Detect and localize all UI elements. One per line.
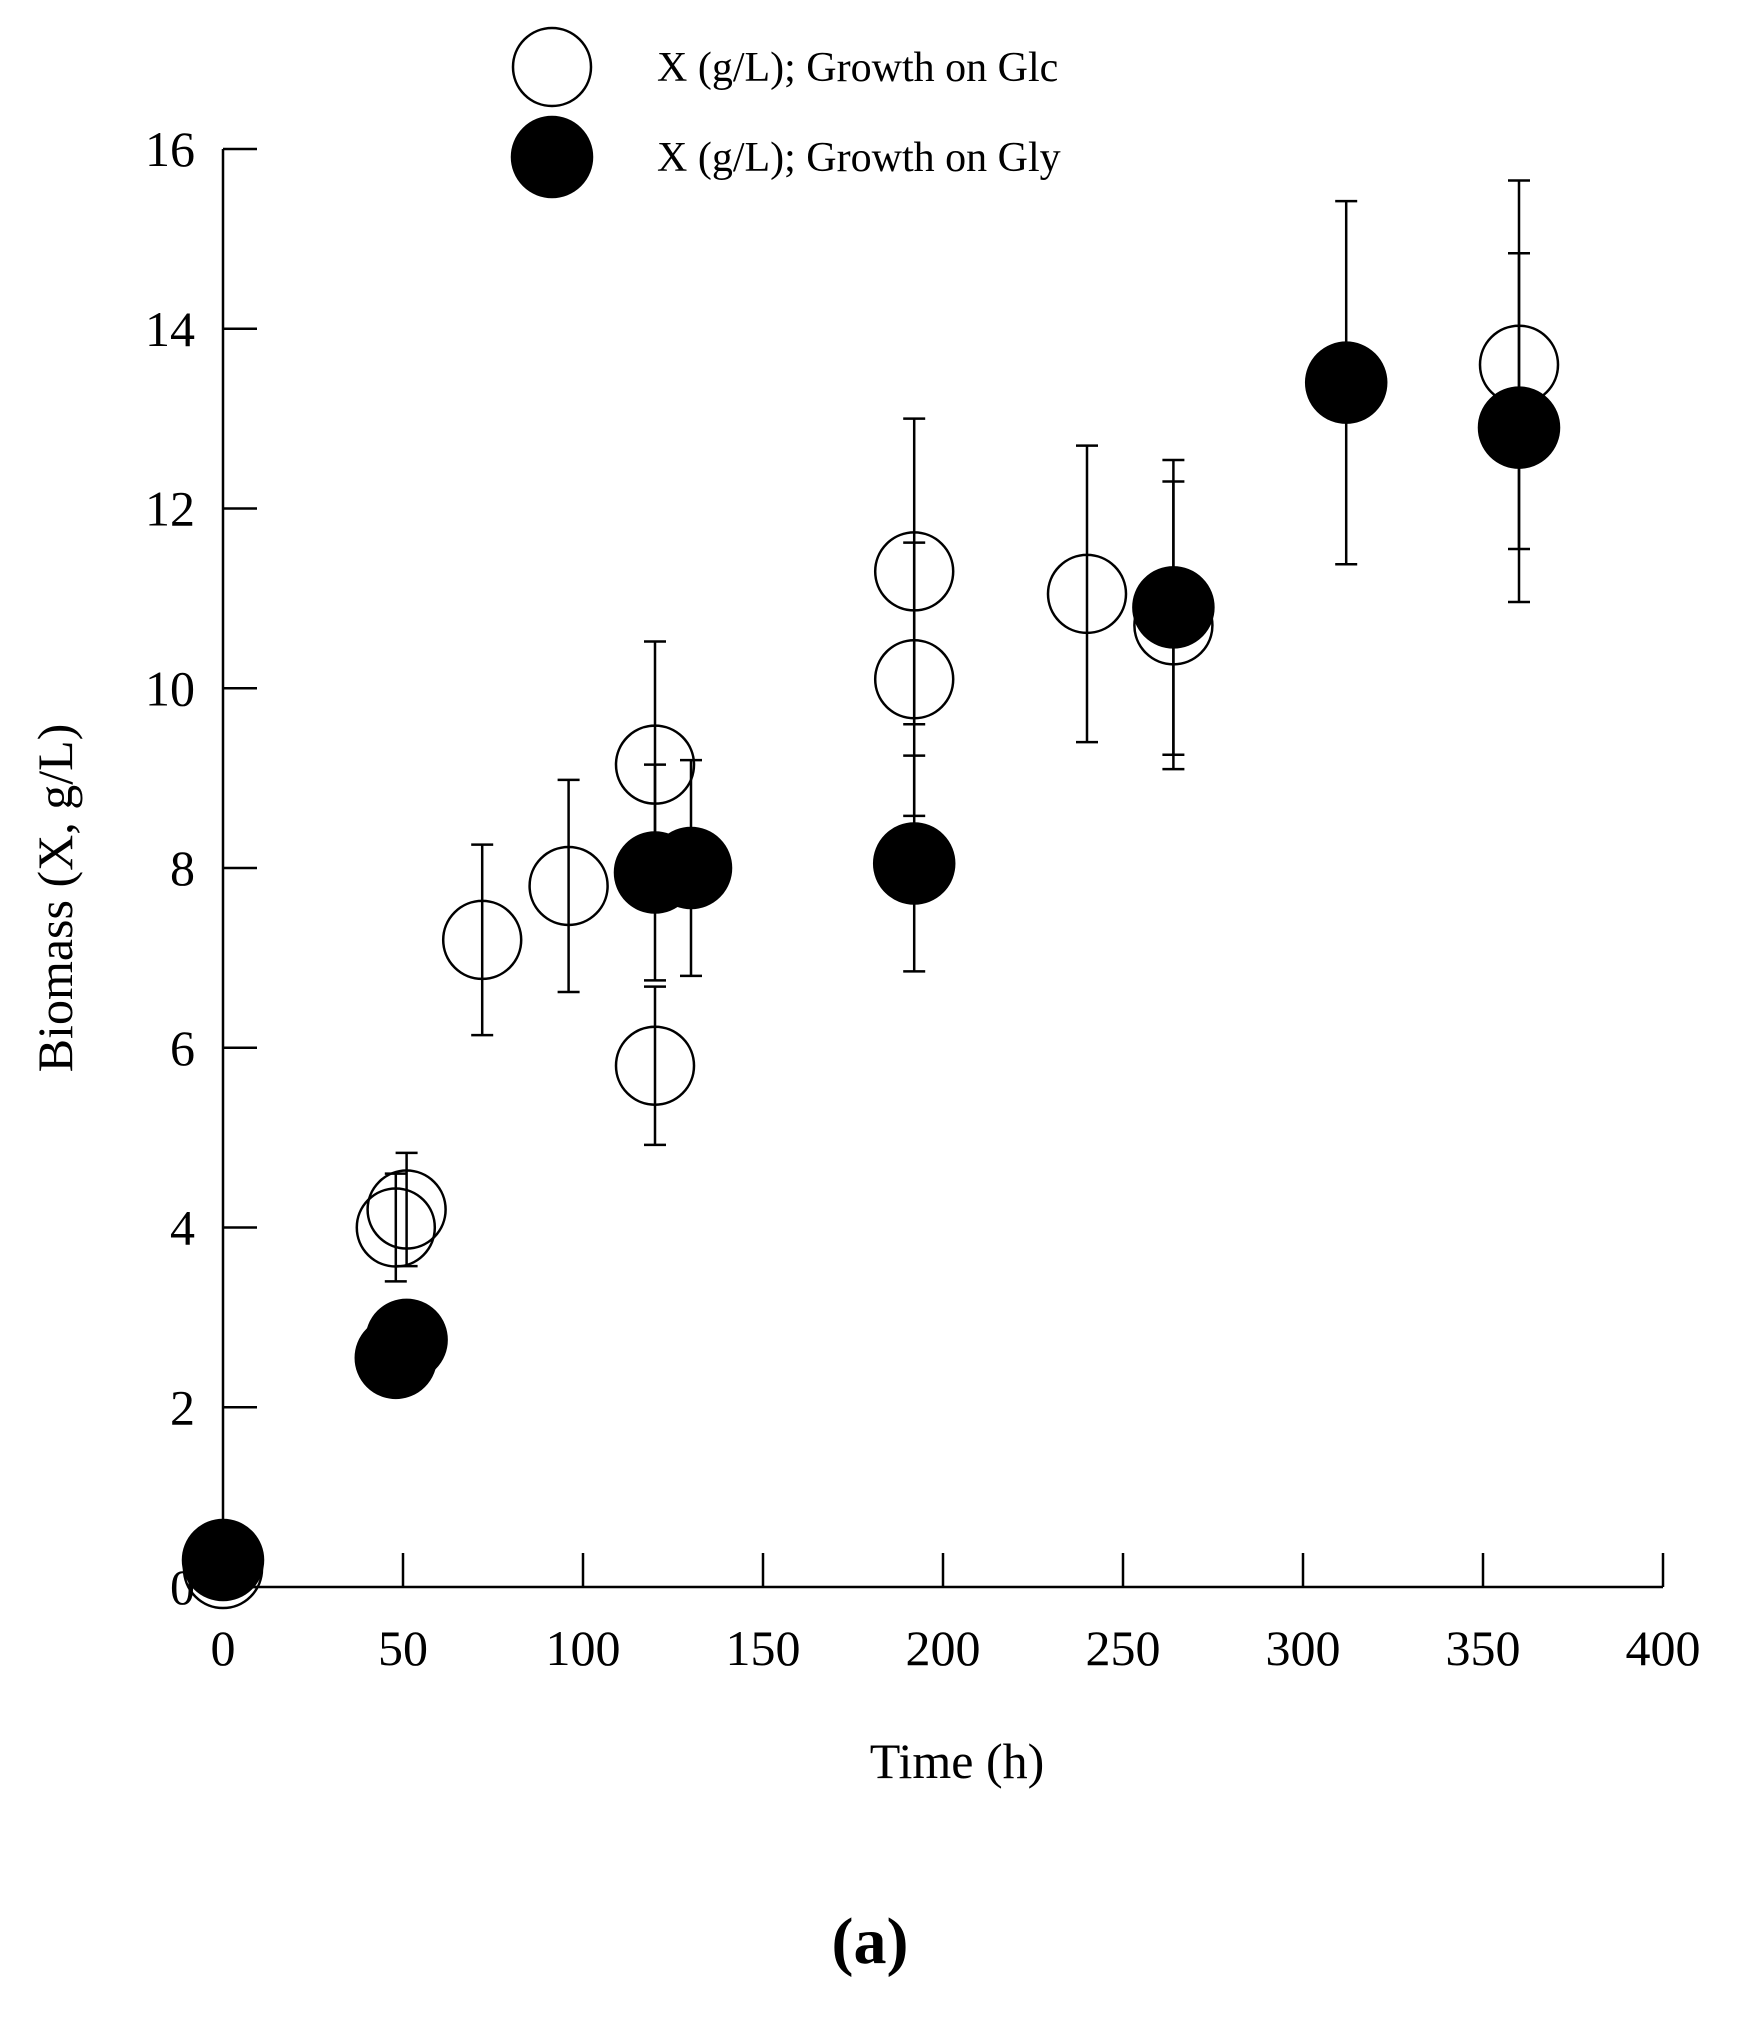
y-tick-label: 4 [170,1200,195,1256]
data-point-glc [873,531,955,612]
data-point-glc [614,1025,696,1106]
data-point-gly [1304,341,1388,424]
y-axis-title: Biomass (X, g/L) [27,724,83,1073]
y-tick-label: 10 [145,660,195,716]
y-tick-label: 6 [170,1020,195,1076]
data-point-glc [441,899,523,981]
data-point-gly [1477,386,1561,469]
y-tick-label: 8 [170,840,195,896]
legend-marker-gly [510,115,594,199]
data-point-glc [528,845,609,927]
y-tick-label: 2 [170,1379,195,1435]
panel-label: (a) [832,1905,909,1978]
data-point-glc [614,724,696,805]
x-tick-label: 200 [906,1620,981,1676]
data-point-glc [355,1187,437,1268]
y-tick-label: 16 [145,121,195,177]
data-point-glc [366,1169,447,1250]
data-point-gly [872,822,956,905]
data-markers [181,324,1561,1610]
data-point-gly [1132,566,1215,649]
legend: X (g/L); Growth on Glc X (g/L); Growth o… [510,26,1061,199]
x-tick-label: 50 [378,1620,428,1676]
y-tick-label: 12 [145,481,195,537]
y-tick-label: 14 [145,301,195,357]
data-point-glc [873,639,955,720]
legend-label-gly: X (g/L); Growth on Gly [657,135,1061,181]
x-tick-label: 400 [1626,1620,1701,1676]
data-point-gly [365,1298,448,1382]
x-tick-label: 300 [1266,1620,1341,1676]
x-tick-label: 350 [1446,1620,1521,1676]
data-point-gly [649,826,733,910]
x-tick-label: 0 [211,1620,236,1676]
x-ticks: 0 50 100 150 200 250 300 350 400 [211,1553,1701,1676]
legend-marker-glc [511,26,593,108]
legend-label-glc: X (g/L); Growth on Glc [657,45,1058,91]
x-tick-label: 150 [726,1620,801,1676]
x-tick-label: 100 [546,1620,621,1676]
x-tick-label: 250 [1086,1620,1161,1676]
data-point-gly [181,1518,265,1602]
data-point-glc [1046,553,1128,635]
x-axis-title: Time (h) [870,1733,1045,1789]
